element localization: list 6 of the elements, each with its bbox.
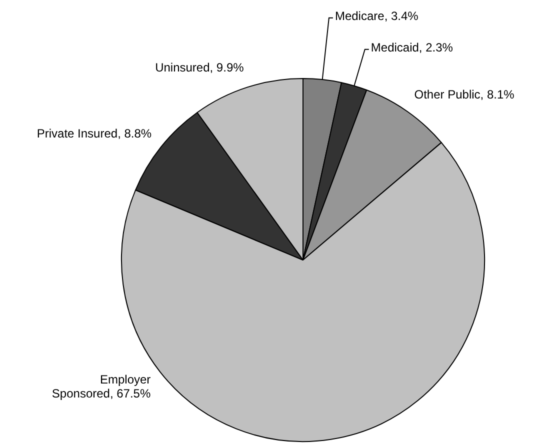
- slice-label: Uninsured, 9.9%: [155, 60, 244, 74]
- slice-label: Employer Sponsored, 67.5%: [52, 372, 151, 400]
- slice-label: Medicaid, 2.3%: [370, 40, 454, 55]
- slice-label: Private Insured, 8.8%: [36, 126, 152, 140]
- slice-label: Medicare, 3.4%: [334, 9, 419, 24]
- slice-label: Other Public, 8.1%: [414, 87, 515, 102]
